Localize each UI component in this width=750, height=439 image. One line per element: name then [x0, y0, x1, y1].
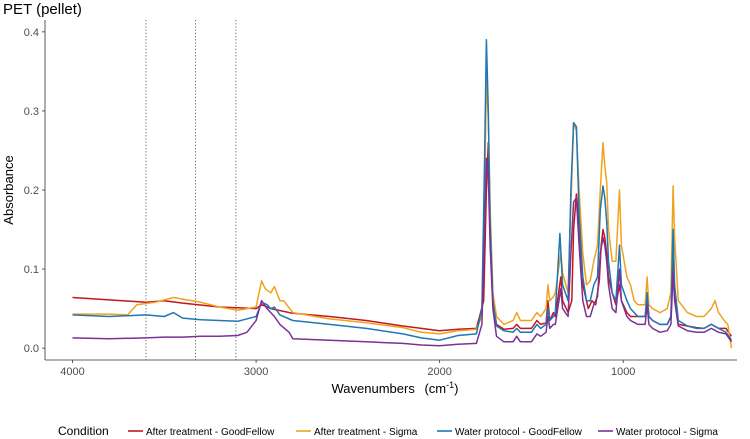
x-axis-unit-exponent: -1: [446, 380, 454, 390]
y-axis-title: Absorbance: [1, 155, 16, 224]
legend: Condition After treatment - GoodFellow Af…: [58, 424, 718, 438]
series-layer: [72, 39, 733, 349]
x-tick-label: 3000: [244, 366, 268, 378]
series-line-4: [72, 157, 733, 347]
y-tick-label: 0.0: [24, 343, 39, 355]
series-line-3: [72, 39, 733, 341]
x-axis-title: Wavenumbers (cm-1): [332, 380, 459, 396]
x-tick-label: 4000: [60, 366, 84, 378]
legend-label-4: Water protocol - Sigma: [616, 427, 718, 438]
legend-items: After treatment - GoodFellow After treatm…: [128, 427, 718, 438]
y-tick-label: 0.4: [24, 27, 39, 39]
x-tick-label: 1000: [611, 366, 635, 378]
y-tick-label: 0.1: [24, 264, 39, 276]
axes: 0.0 0.1 0.2 0.3 0.4 4000 3000 2000 1000: [24, 20, 737, 378]
x-tick-label: 2000: [427, 366, 451, 378]
x-axis-unit-close: ): [454, 381, 458, 396]
plot-area: 0.0 0.1 0.2 0.3 0.4 4000 3000 2000 1000: [24, 20, 737, 378]
x-axis-label: Wavenumbers: [332, 381, 416, 396]
y-tick-label: 0.3: [24, 106, 39, 118]
x-axis-unit-open: (: [424, 381, 429, 396]
x-axis-unit: cm: [429, 381, 446, 396]
legend-label-3: Water protocol - GoodFellow: [455, 427, 583, 438]
legend-title: Condition: [58, 424, 109, 438]
legend-label-1: After treatment - GoodFellow: [146, 427, 275, 438]
reference-lines: [145, 20, 237, 360]
y-tick-label: 0.2: [24, 185, 39, 197]
plot-panel: [45, 20, 737, 360]
legend-label-2: After treatment - Sigma: [314, 427, 418, 438]
chart-title: PET (pellet): [3, 1, 82, 18]
